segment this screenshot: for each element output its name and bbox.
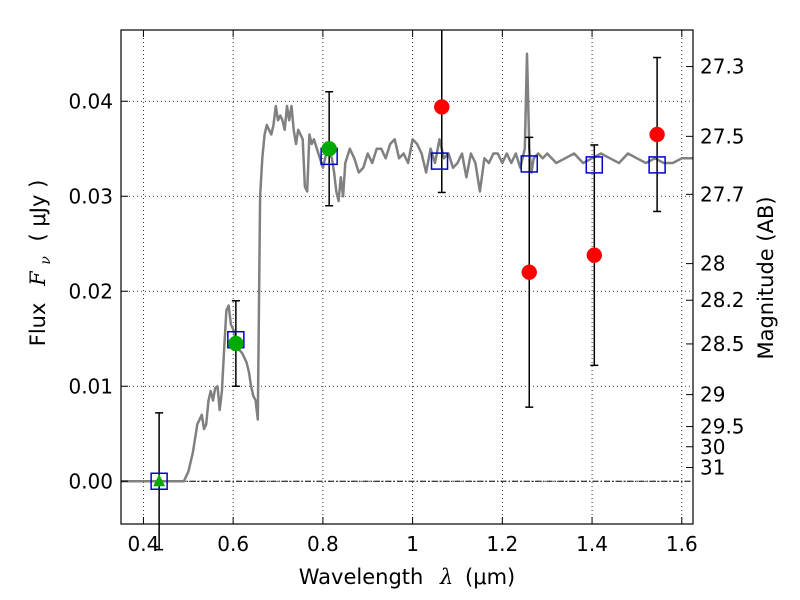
mag-tick-label: 28.5 bbox=[700, 332, 745, 356]
y-tick-label: 0.04 bbox=[68, 89, 113, 113]
detection-point bbox=[321, 141, 337, 157]
y-axis-title: Flux F ν ( μJy ) bbox=[26, 180, 55, 347]
axes-layer: 0.4 0.6 0.8 1 1.2 1.4 1.6 0.00 0.01 0.02 0.03 0.04 2… bbox=[68, 30, 745, 556]
y-tick-label: 0.00 bbox=[68, 469, 113, 493]
y-axis-title-text: Flux bbox=[26, 303, 50, 347]
low-significance-point bbox=[521, 264, 538, 280]
plot-frame bbox=[120, 29, 694, 525]
low-significance-point bbox=[586, 247, 603, 263]
mag-tick-label: 27.5 bbox=[700, 124, 745, 148]
detection-point bbox=[228, 335, 244, 352]
y-axis-symbol-sub: ν bbox=[38, 256, 54, 265]
y-axis-unit: ( μJy ) bbox=[26, 180, 50, 242]
model-photometry-square bbox=[648, 156, 666, 174]
x-axis-title-text: Wavelength bbox=[299, 565, 424, 589]
mag-tick-label: 29.5 bbox=[700, 415, 745, 439]
mag-tick-label: 30 bbox=[700, 435, 725, 459]
x-tick-label: 0.8 bbox=[307, 532, 339, 556]
model-sed-line bbox=[121, 52, 693, 483]
model-photometry-square bbox=[430, 152, 449, 170]
x-tick-label: 0.4 bbox=[128, 532, 160, 556]
low-significance-point bbox=[649, 126, 665, 143]
y-tick-label: 0.03 bbox=[68, 184, 113, 208]
y2-axis-title: Magnitude (AB) bbox=[754, 196, 778, 359]
x-axis-title: Wavelength λ (μm) bbox=[299, 565, 515, 589]
model-sed-layer bbox=[121, 52, 693, 483]
mag-tick-label: 28 bbox=[700, 252, 725, 276]
mag-tick-label: 27.3 bbox=[700, 55, 745, 79]
x-axis-symbol: λ bbox=[439, 565, 453, 589]
x-tick-label: 0.6 bbox=[217, 532, 249, 556]
model-photometry-square bbox=[585, 156, 604, 174]
error-bars-layer bbox=[155, 30, 662, 551]
grid-lines bbox=[121, 30, 693, 524]
y-tick-label: 0.02 bbox=[68, 279, 113, 303]
markers-layer bbox=[150, 99, 666, 490]
model-photometry-square bbox=[520, 155, 539, 173]
x-tick-label: 1.2 bbox=[486, 532, 518, 556]
non-detection-triangle bbox=[153, 474, 166, 487]
x-tick-label: 1.4 bbox=[576, 532, 608, 556]
x-tick-label: 1 bbox=[406, 532, 419, 556]
model-photometry-square bbox=[150, 472, 168, 490]
x-tick-label: 1.6 bbox=[666, 532, 698, 556]
mag-tick-label: 31 bbox=[700, 456, 725, 480]
mag-tick-label: 29 bbox=[700, 383, 725, 407]
x-axis-unit: (μm) bbox=[465, 565, 515, 589]
y-tick-label: 0.01 bbox=[68, 374, 113, 398]
low-significance-point bbox=[434, 99, 450, 115]
mag-tick-label: 28.2 bbox=[700, 288, 745, 312]
mag-tick-label: 27.7 bbox=[700, 182, 745, 206]
y-axis-symbol: F bbox=[26, 270, 50, 287]
